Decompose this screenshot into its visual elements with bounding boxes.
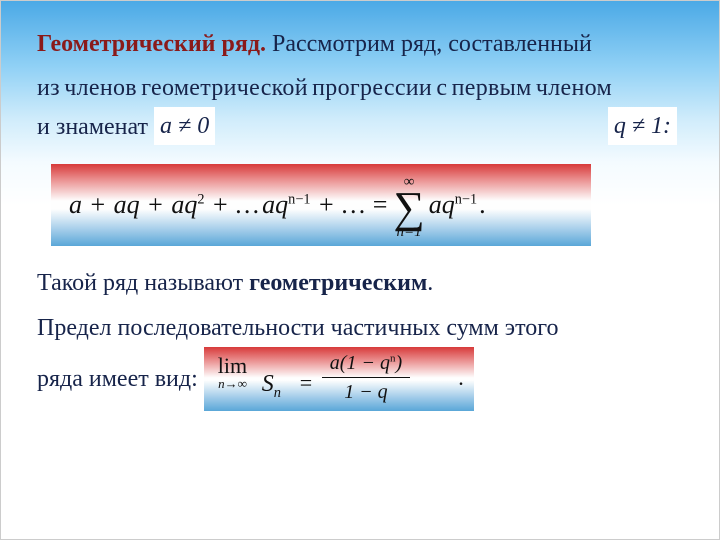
- denominator: 1 − q: [322, 378, 410, 404]
- slide-container: Геометрический ряд. Рассмотрим ряд, сост…: [1, 1, 719, 539]
- title-line: Геометрический ряд. Рассмотрим ряд, сост…: [37, 25, 683, 63]
- paragraph-2: Такой ряд называют геометрическим.: [37, 264, 683, 302]
- fraction: a(1 − qn) 1 − q: [322, 351, 410, 404]
- equals-sign: =: [300, 365, 312, 400]
- condition-q: q ≠ 1:: [608, 107, 677, 145]
- limit-operator: lim n→∞: [218, 355, 247, 390]
- line-3: и знаменат a ≠ 0 q ≠ 1:: [37, 108, 683, 146]
- partial-sum-limit-formula: lim n→∞ Sn = a(1 − qn) 1 − q .: [204, 347, 474, 411]
- title-continuation: Рассмотрим ряд, составленный: [266, 31, 592, 57]
- paragraph-3: Предел последовательности частичных сумм…: [37, 309, 683, 347]
- geometric-series-formula: a + aq + aq2 + …aqn−1 + … = ∞ ∑ n=1 aqn−…: [51, 164, 591, 246]
- line3-lead: и знаменат: [37, 114, 148, 140]
- sum-term: aqn−1.: [429, 184, 488, 226]
- line-2: из членов геометрической прогрессии с пе…: [37, 69, 683, 107]
- sigma-symbol: ∞ ∑ n=1: [393, 175, 424, 240]
- line4-text: ряда имеет вид:: [37, 360, 198, 398]
- condition-a: a ≠ 0: [154, 107, 215, 145]
- term-geometric: геометрическим: [249, 270, 427, 296]
- period: .: [458, 360, 464, 395]
- heading: Геометрический ряд.: [37, 31, 266, 57]
- Sn: Sn: [262, 365, 281, 405]
- series-lhs: a + aq + aq2 + …aqn−1 + … =: [69, 184, 389, 226]
- paragraph-4: ряда имеет вид: lim n→∞ Sn = a(1 − qn) 1…: [37, 347, 683, 411]
- sum-lower: n=1: [397, 225, 422, 240]
- numerator: a(1 − qn): [322, 351, 410, 378]
